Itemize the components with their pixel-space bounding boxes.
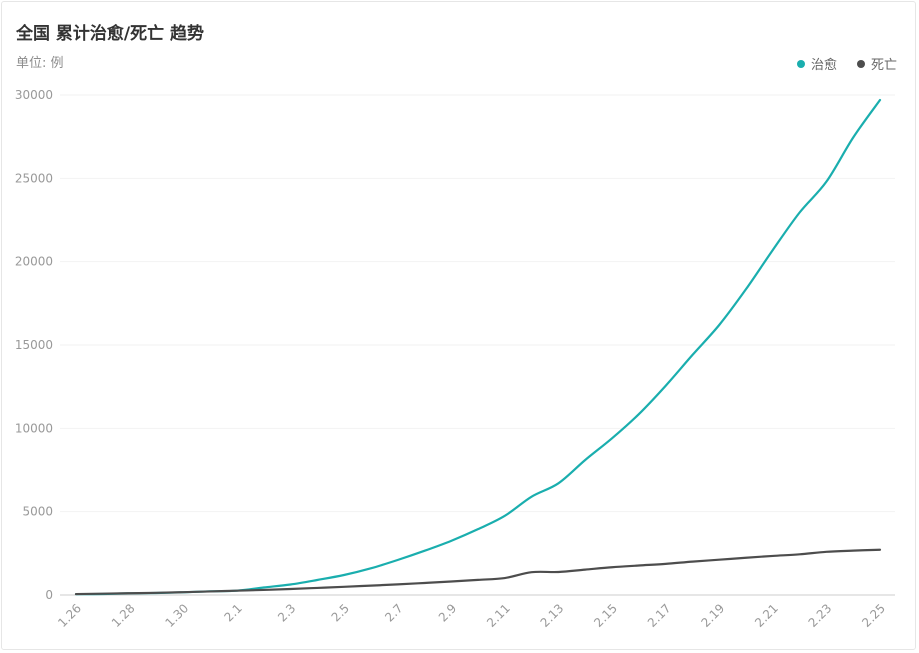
- x-tick-label: 2.1: [221, 601, 244, 624]
- x-tick-label: 2.13: [538, 601, 567, 630]
- y-tick-label: 30000: [15, 88, 53, 102]
- chart-title: 全国 累计治愈/死亡 趋势: [16, 24, 205, 44]
- series-line-cured: [74, 98, 882, 596]
- x-tick-label: 1.30: [162, 601, 191, 630]
- x-tick-label: 2.9: [436, 601, 459, 624]
- x-tick-label: 2.3: [275, 601, 298, 624]
- x-tick-label: 2.5: [329, 601, 352, 624]
- x-tick-label: 2.7: [382, 601, 405, 624]
- legend-label-deaths: 死亡: [870, 58, 897, 73]
- legend-dot-deaths-icon: [856, 59, 865, 68]
- x-tick-label: 1.26: [55, 601, 84, 630]
- x-tick-label: 2.23: [806, 601, 835, 630]
- x-tick-label: 1.28: [109, 601, 138, 630]
- legend: 治愈 死亡: [796, 54, 897, 73]
- x-tick-label: 2.21: [752, 601, 781, 630]
- legend-dot-cured-icon: [796, 59, 805, 68]
- y-tick-label: 0: [45, 588, 53, 602]
- series-line-deaths: [74, 548, 882, 596]
- legend-label-cured: 治愈: [810, 58, 837, 73]
- x-tick-label: 2.11: [484, 601, 513, 630]
- x-tick-label: 2.19: [698, 601, 727, 630]
- x-tick-label: 2.25: [859, 601, 888, 630]
- unit-label: 单位: 例: [16, 56, 64, 71]
- legend-item-cured[interactable]: 治愈: [796, 54, 837, 73]
- y-tick-label: 15000: [15, 338, 53, 352]
- y-tick-label: 20000: [15, 255, 53, 269]
- x-tick-label: 2.15: [591, 601, 620, 630]
- x-tick-label: 2.17: [645, 601, 674, 630]
- y-tick-label: 10000: [15, 421, 53, 435]
- y-tick-label: 5000: [22, 505, 53, 519]
- y-tick-label: 25000: [15, 171, 53, 185]
- legend-item-deaths[interactable]: 死亡: [856, 54, 897, 73]
